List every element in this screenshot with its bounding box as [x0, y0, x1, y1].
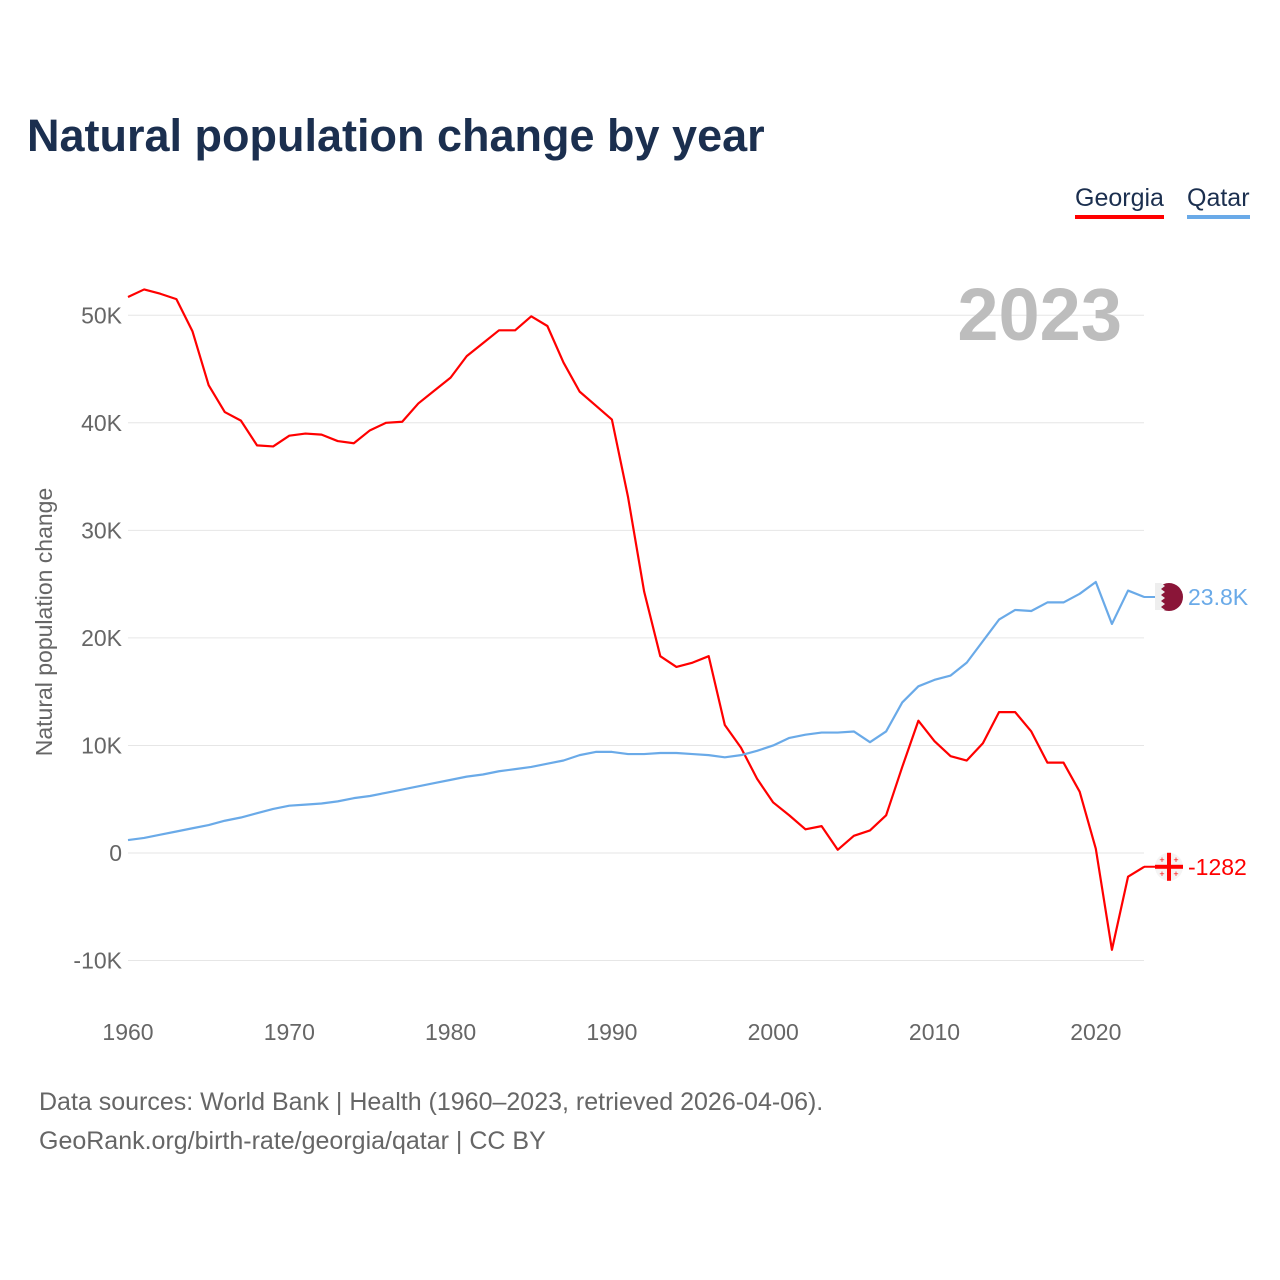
- legend-qatar[interactable]: Qatar: [1187, 184, 1250, 219]
- series-line-qatar: [127, 580, 1145, 842]
- y-tick-label: 10K: [81, 732, 123, 758]
- end-value-label: -1282: [1188, 854, 1247, 880]
- legend-georgia[interactable]: Georgia: [1075, 184, 1164, 219]
- flag-small-cross: +: [1173, 869, 1178, 879]
- y-tick-label: 30K: [81, 517, 123, 543]
- y-tick-label: 40K: [81, 410, 123, 436]
- chart-title: Natural population change by year: [27, 110, 765, 161]
- georgia-flag: + + + +: [1155, 852, 1183, 881]
- footer-attribution: GeoRank.org/birth-rate/georgia/qatar | C…: [39, 1127, 546, 1155]
- y-tick-label: 20K: [81, 625, 123, 651]
- x-tick-label: 1970: [264, 1019, 315, 1045]
- flag-serration: [1155, 583, 1165, 611]
- flag-small-cross: +: [1173, 855, 1178, 865]
- flag-cross-v: [1167, 852, 1171, 881]
- y-axis-label: Natural population change: [31, 488, 57, 757]
- x-tick-label: 2000: [748, 1019, 799, 1045]
- x-tick-label: 1980: [425, 1019, 476, 1045]
- x-tick-label: 2010: [909, 1019, 960, 1045]
- x-tick-label: 1960: [102, 1019, 153, 1045]
- end-value-label: 23.8K: [1188, 584, 1249, 610]
- flag-small-cross: +: [1159, 869, 1164, 879]
- x-tick-label: 1990: [586, 1019, 637, 1045]
- year-watermark: 2023: [957, 273, 1122, 356]
- x-tick-label: 2020: [1070, 1019, 1121, 1045]
- y-tick-label: 50K: [81, 302, 123, 328]
- y-tick-label: -10K: [73, 948, 122, 974]
- footer-sources: Data sources: World Bank | Health (1960–…: [39, 1088, 824, 1116]
- qatar-flag: [1155, 583, 1183, 612]
- series-line-georgia: [127, 288, 1145, 951]
- flag-small-cross: +: [1159, 855, 1164, 865]
- y-tick-label: 0: [109, 840, 122, 866]
